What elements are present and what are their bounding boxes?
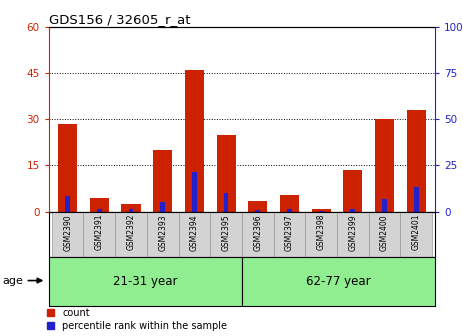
- Text: GDS156 / 32605_r_at: GDS156 / 32605_r_at: [49, 13, 190, 26]
- Bar: [242, 257, 435, 306]
- Text: GSM2399: GSM2399: [348, 214, 357, 251]
- Bar: [52, 212, 83, 257]
- Bar: [83, 212, 115, 257]
- Text: GSM2397: GSM2397: [285, 214, 294, 251]
- Bar: [210, 212, 242, 257]
- Text: age: age: [2, 276, 23, 286]
- Bar: [65, 196, 70, 212]
- Text: GSM2394: GSM2394: [190, 214, 199, 251]
- Bar: [192, 172, 197, 212]
- Text: GSM2401: GSM2401: [412, 214, 421, 250]
- Bar: [129, 209, 133, 212]
- Bar: [256, 210, 260, 212]
- Bar: [414, 187, 419, 212]
- Bar: [90, 198, 109, 212]
- Text: GSM2391: GSM2391: [95, 214, 104, 250]
- Bar: [369, 212, 400, 257]
- Bar: [375, 119, 394, 212]
- Bar: [115, 212, 147, 257]
- Bar: [305, 212, 337, 257]
- Bar: [179, 212, 210, 257]
- Bar: [224, 193, 228, 212]
- Text: GSM2393: GSM2393: [158, 214, 167, 251]
- Bar: [248, 201, 267, 212]
- Bar: [337, 212, 369, 257]
- Bar: [344, 170, 363, 212]
- Legend: count, percentile rank within the sample: count, percentile rank within the sample: [46, 308, 227, 331]
- Bar: [121, 204, 140, 212]
- Bar: [160, 202, 165, 212]
- Bar: [382, 199, 387, 212]
- Bar: [287, 209, 292, 212]
- Bar: [97, 209, 102, 212]
- Bar: [319, 211, 324, 212]
- Bar: [242, 212, 274, 257]
- Bar: [350, 209, 355, 212]
- Bar: [147, 212, 179, 257]
- Text: 21-31 year: 21-31 year: [113, 275, 177, 288]
- Bar: [400, 212, 432, 257]
- Bar: [217, 135, 236, 212]
- Text: 62-77 year: 62-77 year: [306, 275, 371, 288]
- Bar: [153, 150, 172, 212]
- Text: GSM2390: GSM2390: [63, 214, 72, 251]
- Text: GSM2400: GSM2400: [380, 214, 389, 251]
- Bar: [407, 110, 425, 212]
- Bar: [58, 124, 77, 212]
- Bar: [49, 257, 242, 306]
- Text: GSM2395: GSM2395: [222, 214, 231, 251]
- Text: GSM2396: GSM2396: [253, 214, 262, 251]
- Bar: [312, 209, 331, 212]
- Bar: [185, 70, 204, 212]
- Text: GSM2392: GSM2392: [126, 214, 136, 250]
- Bar: [274, 212, 305, 257]
- Text: GSM2398: GSM2398: [317, 214, 325, 250]
- Bar: [280, 195, 299, 212]
